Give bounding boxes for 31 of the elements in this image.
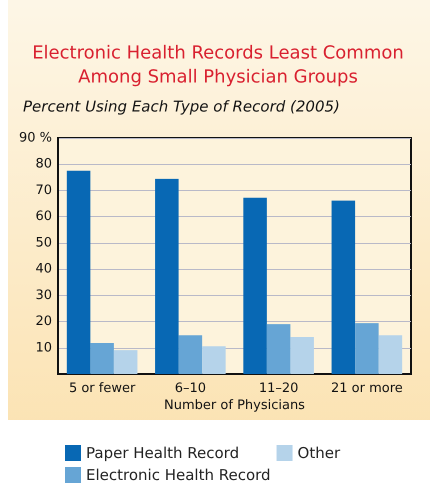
y-tick-label: 30 — [35, 288, 52, 303]
y-tick-label: 80 — [35, 156, 52, 172]
bar — [66, 170, 90, 374]
y-tick-label: 60 — [35, 209, 52, 224]
legend-label: Other — [298, 444, 341, 462]
x-tick-label: 6–10 — [174, 381, 206, 396]
x-axis-title: Number of Physicians — [164, 398, 306, 413]
chart-title: Electronic Health Records Least Common Among Small Physician Groups — [32, 42, 404, 88]
bar — [90, 343, 114, 374]
bar — [290, 337, 314, 374]
y-tick-label: 40 — [35, 262, 52, 277]
bar — [243, 198, 267, 374]
y-tick-label: 90 % — [18, 130, 52, 146]
y-tick-label: 70 — [35, 182, 52, 198]
bar — [266, 324, 290, 374]
bar — [178, 335, 202, 374]
bar — [332, 200, 356, 374]
bar — [378, 335, 402, 374]
bar — [114, 350, 138, 374]
legend-label: Electronic Health Record — [86, 466, 271, 484]
x-tick-label: 5 or fewer — [68, 381, 136, 396]
x-tick-label: 21 or more — [330, 381, 403, 396]
x-tick-label: 11–20 — [258, 381, 298, 396]
bar — [155, 178, 179, 374]
y-tick-label: 20 — [35, 314, 52, 330]
y-tick-label: 50 — [35, 235, 52, 250]
chart-subtitle: Percent Using Each Type of Record (2005) — [23, 98, 340, 116]
bar — [355, 323, 379, 374]
y-tick-label: 10 — [35, 340, 52, 356]
legend-label: Paper Health Record — [86, 444, 240, 462]
bar — [202, 346, 226, 374]
